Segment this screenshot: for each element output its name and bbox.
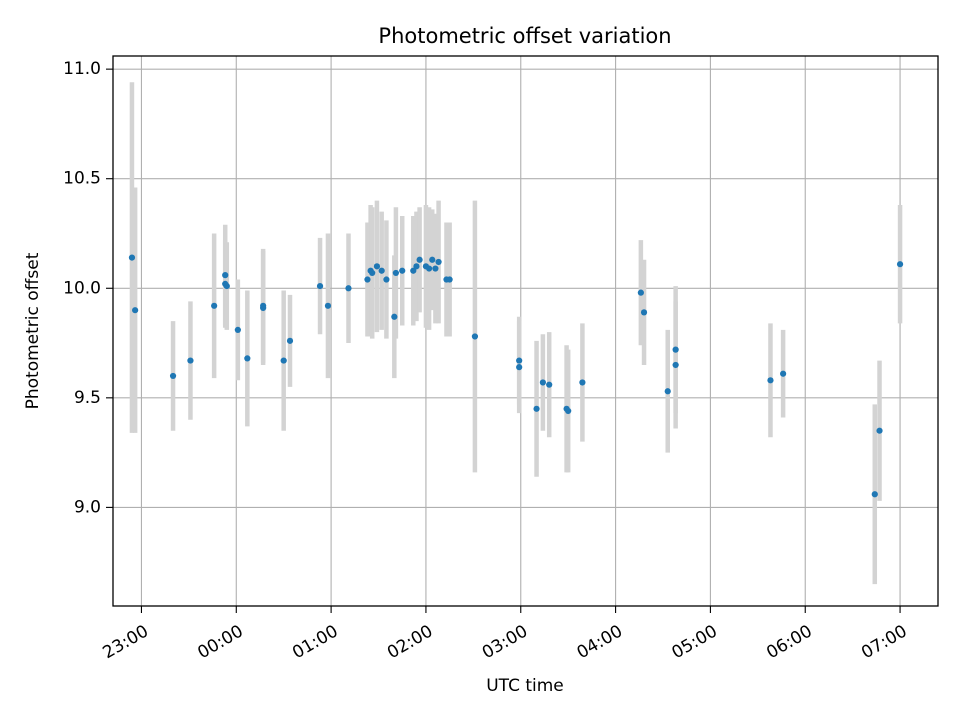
y-tick-label: 10.0 [63, 278, 101, 298]
data-point [222, 272, 229, 279]
data-point [767, 377, 774, 384]
data-point [410, 267, 417, 274]
data-point [416, 256, 423, 263]
data-point [413, 263, 420, 270]
data-point [383, 276, 390, 283]
data-point [392, 269, 400, 277]
data-point [640, 309, 648, 316]
data-point [234, 326, 241, 334]
data-point [446, 276, 453, 283]
data-point [187, 357, 194, 364]
data-point [399, 267, 406, 274]
data-point [546, 381, 553, 388]
y-tick-label: 11.0 [63, 59, 101, 79]
y-tick-label: 10.5 [63, 169, 101, 189]
data-point [435, 258, 442, 266]
data-point [539, 379, 546, 386]
data-point [565, 407, 572, 415]
y-tick-label: 9.5 [74, 388, 101, 408]
data-point [672, 346, 679, 353]
chart-title: Photometric offset variation [378, 24, 671, 48]
data-point [132, 307, 139, 314]
data-point [579, 379, 586, 386]
data-point [780, 370, 787, 377]
data-point [471, 333, 479, 340]
data-point [637, 289, 644, 296]
plot-frame [112, 55, 939, 607]
data-point [260, 304, 267, 312]
y-axis-ticks: 9.0 9.5 10.0 10.5 11.0 [63, 59, 113, 517]
data-point [896, 261, 904, 268]
data-point [871, 491, 878, 498]
plot-area [113, 56, 938, 606]
data-point [429, 256, 436, 263]
x-axis-label: UTC time [486, 676, 564, 696]
grid [113, 56, 938, 606]
data-point [373, 263, 381, 270]
data-point [280, 357, 287, 364]
data-point [211, 302, 218, 309]
data-points [128, 254, 904, 498]
data-point [533, 405, 540, 412]
data-point [672, 361, 679, 369]
data-point [345, 285, 352, 292]
y-tick-label: 9.0 [74, 497, 101, 517]
data-point [369, 269, 376, 277]
data-point [169, 372, 177, 380]
data-point [128, 254, 136, 261]
data-point [432, 265, 439, 272]
data-point [876, 427, 883, 434]
data-point [516, 364, 523, 371]
data-point [223, 282, 230, 290]
data-point [316, 282, 324, 290]
data-point [286, 337, 294, 344]
data-point [324, 302, 332, 309]
data-point [425, 265, 433, 272]
data-point [391, 313, 398, 320]
y-axis-label: Photometric offset [23, 252, 43, 409]
data-point [516, 357, 523, 364]
data-point [244, 355, 251, 362]
data-point [364, 276, 371, 283]
data-point [378, 267, 385, 274]
data-point [664, 388, 671, 395]
